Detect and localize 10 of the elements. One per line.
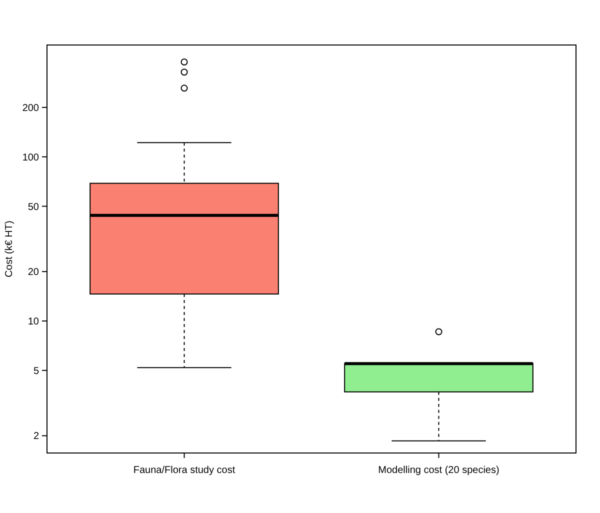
- x-tick-label: Modelling cost (20 species): [378, 465, 500, 476]
- y-tick-label: 2: [33, 431, 40, 442]
- x-tick-label: Fauna/Flora study cost: [133, 465, 236, 476]
- y-tick-label: 5: [33, 366, 40, 377]
- y-tick-label: 200: [22, 102, 40, 114]
- y-tick-label: 100: [22, 152, 40, 164]
- y-tick-label: 20: [28, 267, 40, 278]
- y-tick-label: 50: [28, 202, 40, 213]
- y-axis-title: Cost (k€ HT): [4, 220, 15, 278]
- y-tick-label: 10: [28, 316, 40, 328]
